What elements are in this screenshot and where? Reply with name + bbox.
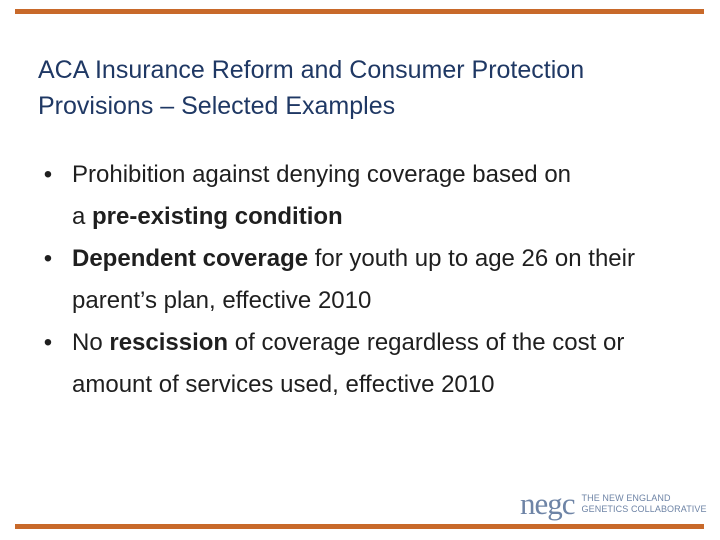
bottom-accent-rule: [15, 524, 704, 529]
logo-wordmark: THE NEW ENGLAND GENETICS COLLABORATIVE: [582, 493, 707, 515]
logo-line1: THE NEW ENGLAND: [581, 493, 671, 503]
bullet-text: No: [72, 329, 110, 356]
bullet-list: • Prohibition against denying coverage b…: [38, 154, 698, 406]
bullet-item: • Dependent coverage for youth up to age…: [38, 238, 698, 322]
bullet-marker: •: [43, 161, 53, 188]
bullet-text: Prohibition against denying coverage bas…: [72, 161, 572, 188]
slide-title: ACA Insurance Reform and Consumer Protec…: [38, 52, 698, 124]
bullet-emphasis: Dependent coverage: [72, 245, 309, 272]
bullet-text: of coverage regardless of the cost or am…: [72, 329, 625, 398]
bullet-item: • No rescission of coverage regardless o…: [38, 322, 698, 406]
bullet-item: • Prohibition against denying coverage b…: [38, 154, 698, 238]
bullet-marker: •: [43, 245, 53, 272]
logo-mark: negc: [520, 486, 576, 521]
negc-logo: negc THE NEW ENGLAND GENETICS COLLABORAT…: [520, 488, 707, 520]
bullet-emphasis: pre-existing condition: [92, 203, 343, 230]
bullet-text: a: [72, 203, 93, 230]
slide-title-line2: Provisions – Selected Examples: [38, 92, 396, 120]
logo-line2: GENETICS COLLABORATIVE: [581, 504, 707, 514]
top-accent-rule: [15, 9, 704, 14]
slide-title-line1: ACA Insurance Reform and Consumer Protec…: [38, 56, 585, 84]
bullet-text: for youth up to age 26 on their parent’s…: [72, 245, 635, 314]
bullet-marker: •: [43, 329, 53, 356]
bullet-emphasis: rescission: [109, 329, 229, 356]
